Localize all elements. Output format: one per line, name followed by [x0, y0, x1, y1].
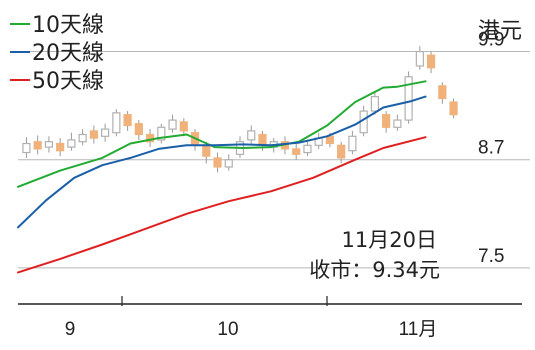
series-line — [17, 80, 427, 188]
candle-body — [157, 126, 166, 141]
legend-label: 10天線 — [32, 13, 104, 38]
legend-label: 50天線 — [32, 69, 104, 94]
annotation-date: 11月20日 — [342, 228, 437, 252]
unit-label: 港元 — [478, 19, 522, 44]
candle-body — [292, 148, 301, 155]
candle-body — [112, 112, 121, 134]
candle-body — [213, 157, 222, 168]
candle-body — [168, 119, 177, 130]
candle-body — [415, 50, 424, 67]
candle-body — [101, 128, 110, 137]
candle-body — [426, 54, 436, 69]
legend-label: 20天線 — [32, 41, 104, 66]
x-tick-label: 9 — [65, 319, 76, 340]
y-tick-label: 8.7 — [478, 138, 504, 159]
candle-body — [247, 130, 256, 141]
candle-body — [89, 130, 98, 139]
candle-body — [303, 144, 312, 154]
candle-body — [449, 101, 458, 116]
candle-body — [202, 144, 211, 157]
candle-body — [33, 141, 42, 150]
y-tick-label: 9.9 — [478, 30, 504, 51]
candle-body — [123, 114, 132, 127]
candle-body — [382, 114, 391, 128]
candle-body — [179, 121, 188, 132]
candle-body — [393, 119, 402, 128]
candle-body — [44, 141, 54, 148]
y-tick-label: 7.5 — [478, 246, 504, 267]
candle-body — [404, 76, 413, 121]
candle-body — [258, 133, 267, 146]
x-tick-label: 10 — [217, 319, 238, 340]
candle-body — [67, 139, 76, 148]
candle-body — [325, 135, 335, 145]
series-line — [17, 95, 427, 229]
x-tick-label: 11月 — [399, 319, 438, 340]
candle-body — [78, 133, 87, 143]
candle-body — [370, 96, 379, 112]
annotation-close: 收市：9.34元 — [309, 258, 440, 282]
candle-body — [22, 142, 31, 154]
candle-body — [56, 142, 65, 152]
candle-body — [224, 159, 233, 168]
candle-body — [348, 135, 357, 152]
candle-body — [134, 123, 143, 136]
candle-body — [438, 85, 447, 100]
series-line — [17, 136, 427, 274]
candle-body — [337, 144, 346, 159]
